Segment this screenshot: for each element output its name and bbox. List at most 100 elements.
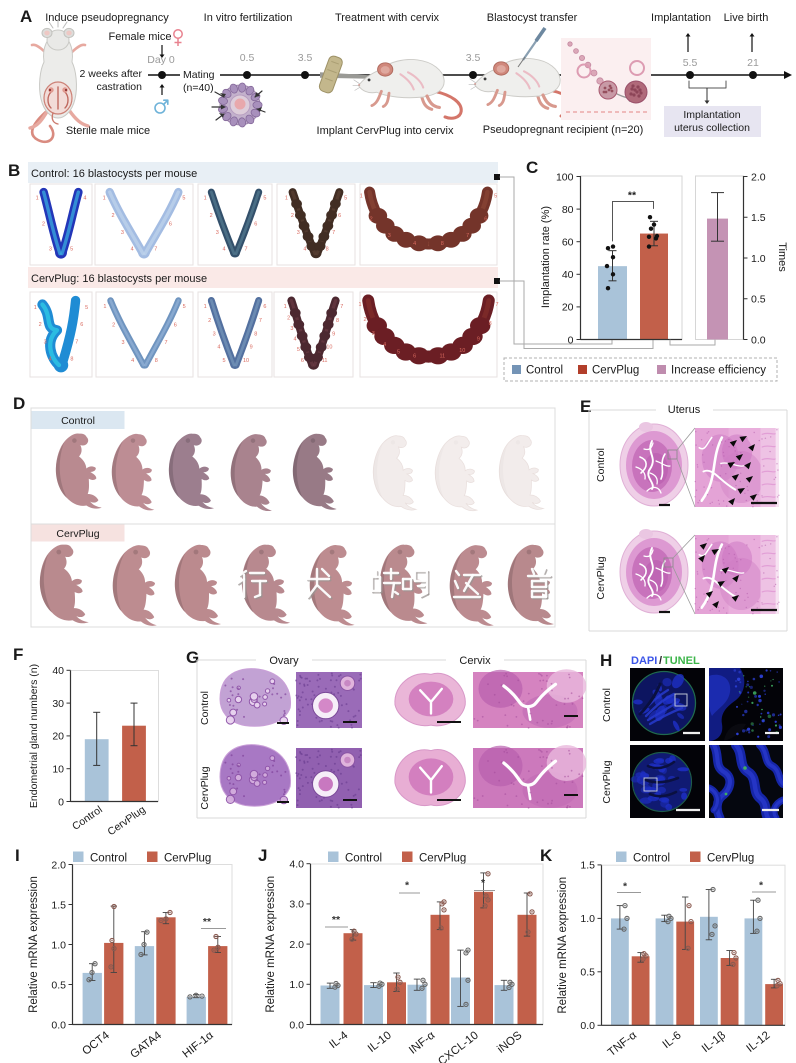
svg-text:CervPlug: CervPlug <box>595 556 607 599</box>
svg-text:4: 4 <box>222 247 225 253</box>
svg-text:*: * <box>759 880 764 892</box>
svg-text:7: 7 <box>466 233 469 239</box>
svg-text:80: 80 <box>562 204 574 216</box>
svg-text:5: 5 <box>85 305 88 311</box>
svg-text:CervPlug: CervPlug <box>164 853 211 865</box>
svg-text:6: 6 <box>413 353 416 359</box>
svg-text:8: 8 <box>326 247 329 253</box>
svg-text:castration: castration <box>96 81 142 93</box>
svg-text:4: 4 <box>413 241 416 247</box>
svg-text:8: 8 <box>155 358 158 364</box>
svg-text:F: F <box>13 645 23 664</box>
svg-text:*: * <box>405 880 410 892</box>
svg-text:6: 6 <box>174 323 177 329</box>
svg-text:8: 8 <box>336 318 339 324</box>
svg-text:Relative mRNA expression: Relative mRNA expression <box>265 876 277 1013</box>
svg-text:10: 10 <box>326 345 332 351</box>
svg-text:4: 4 <box>131 358 134 364</box>
svg-text:8: 8 <box>254 331 257 337</box>
svg-text:uterus collection: uterus collection <box>674 122 750 134</box>
svg-text:3: 3 <box>49 247 52 253</box>
svg-text:4: 4 <box>217 345 220 351</box>
svg-text:6: 6 <box>338 213 341 219</box>
svg-text:6: 6 <box>80 322 83 328</box>
svg-text:0.5: 0.5 <box>580 967 595 979</box>
svg-text:40: 40 <box>52 665 64 677</box>
svg-text:GATA4: GATA4 <box>128 1029 164 1061</box>
svg-text:IL-1β: IL-1β <box>700 1029 729 1055</box>
svg-text:3: 3 <box>121 230 124 236</box>
svg-text:5: 5 <box>182 196 185 202</box>
svg-text:Relative mRNA expression: Relative mRNA expression <box>557 877 569 1014</box>
svg-text:6: 6 <box>263 304 266 310</box>
svg-text:11: 11 <box>440 353 446 359</box>
svg-text:E: E <box>580 397 591 416</box>
svg-text:1: 1 <box>204 196 207 202</box>
svg-text:Control: Control <box>633 853 670 865</box>
svg-text:2.0: 2.0 <box>289 939 304 951</box>
svg-text:IL-10: IL-10 <box>366 1029 394 1055</box>
svg-text:7: 7 <box>244 247 247 253</box>
svg-text:/: / <box>659 655 662 667</box>
svg-text:1.5: 1.5 <box>580 860 595 872</box>
svg-text:3: 3 <box>388 233 391 239</box>
svg-text:3: 3 <box>297 230 300 236</box>
svg-text:Control: 16 blastocysts per mo: Control: 16 blastocysts per mouse <box>31 168 197 180</box>
svg-text:1.0: 1.0 <box>751 253 766 265</box>
svg-text:8: 8 <box>70 357 73 363</box>
svg-text:4: 4 <box>83 196 86 202</box>
svg-text:1: 1 <box>285 196 288 202</box>
svg-text:C: C <box>526 158 538 177</box>
svg-text:Uterus: Uterus <box>668 404 701 416</box>
svg-text:CervPlug: CervPlug <box>56 528 99 540</box>
svg-text:0.5: 0.5 <box>751 294 766 306</box>
svg-text:9: 9 <box>250 345 253 351</box>
svg-text:0: 0 <box>568 334 574 346</box>
svg-text:**: ** <box>203 916 212 928</box>
svg-text:9: 9 <box>332 331 335 337</box>
svg-text:7: 7 <box>332 230 335 236</box>
svg-text:(n=40): (n=40) <box>183 82 214 94</box>
svg-text:CervPlug: CervPlug <box>419 853 466 865</box>
svg-text:Control: Control <box>199 691 211 725</box>
svg-text:**: ** <box>628 190 637 202</box>
svg-text:IL-12: IL-12 <box>744 1029 772 1055</box>
svg-text:TNF-α: TNF-α <box>606 1029 640 1059</box>
svg-text:5: 5 <box>397 350 400 356</box>
svg-text:Implant CervPlug into cervix: Implant CervPlug into cervix <box>317 125 454 137</box>
svg-text:J: J <box>258 846 267 865</box>
svg-text:In vitro fertilization: In vitro fertilization <box>204 12 293 24</box>
svg-text:CervPlug: CervPlug <box>199 766 211 809</box>
svg-text:Implantation rate (%): Implantation rate (%) <box>540 206 552 308</box>
svg-text:3: 3 <box>213 331 216 337</box>
svg-text:3: 3 <box>290 326 293 332</box>
svg-text:1: 1 <box>358 302 361 308</box>
svg-text:Increase efficiency: Increase efficiency <box>671 365 766 377</box>
svg-text:1: 1 <box>284 304 287 310</box>
svg-text:CervPlug: 16 blastocysts per m: CervPlug: 16 blastocysts per mouse <box>31 273 207 285</box>
svg-text:7: 7 <box>340 304 343 310</box>
svg-text:CervPlug: CervPlug <box>707 853 754 865</box>
svg-text:0.0: 0.0 <box>751 334 766 346</box>
svg-text:*: * <box>623 881 628 893</box>
svg-text:Implantation: Implantation <box>651 12 711 24</box>
svg-text:1: 1 <box>103 304 106 310</box>
svg-text:G: G <box>186 648 199 667</box>
svg-text:3: 3 <box>216 230 219 236</box>
svg-text:Female mice: Female mice <box>109 31 172 43</box>
svg-text:8: 8 <box>489 321 492 327</box>
svg-text:6: 6 <box>254 222 257 228</box>
svg-text:2: 2 <box>111 213 114 219</box>
svg-text:5: 5 <box>183 304 186 310</box>
svg-text:5: 5 <box>494 193 497 199</box>
svg-text:HIF-1α: HIF-1α <box>181 1029 217 1060</box>
svg-text:9: 9 <box>477 337 480 343</box>
svg-text:Control: Control <box>526 365 563 377</box>
svg-text:7: 7 <box>259 318 262 324</box>
svg-text:Pseudopregnant recipient (n=20: Pseudopregnant recipient (n=20) <box>483 124 644 136</box>
svg-text:5.5: 5.5 <box>683 57 698 69</box>
svg-text:20: 20 <box>562 302 574 314</box>
svg-text:2: 2 <box>39 322 42 328</box>
svg-text:8: 8 <box>441 241 444 247</box>
svg-text:3.0: 3.0 <box>289 899 304 911</box>
